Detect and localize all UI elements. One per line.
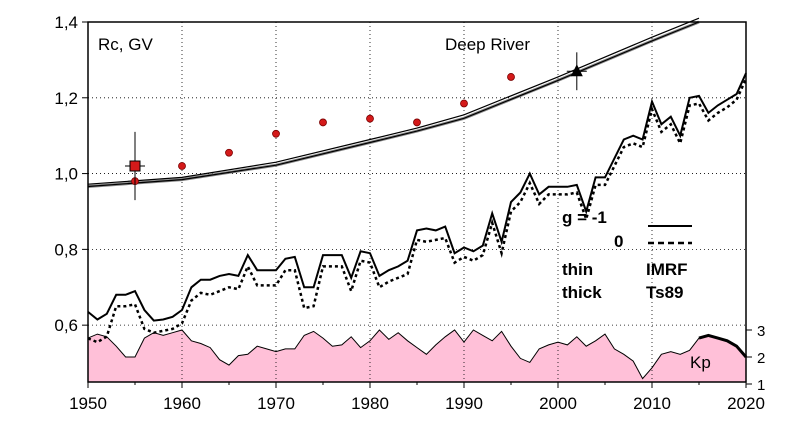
marker-layer (125, 52, 587, 201)
x-tick-label: 2010 (633, 394, 671, 413)
kp-tick-label: 2 (757, 350, 765, 367)
panel-label: Rc, GV (98, 35, 153, 54)
legend-zero-label: 0 (614, 232, 623, 251)
x-tick-label: 1990 (445, 394, 483, 413)
y-tick-label: 1,0 (54, 165, 78, 184)
station-label: Deep River (445, 35, 530, 54)
observed-point (507, 73, 515, 81)
tick-layer: 1950 1960 1970 1980 1990 2000 2010 2020 0,6 0,8 1,… (54, 13, 765, 413)
kp-label: Kp (690, 353, 711, 372)
deep-river-marker (570, 64, 583, 77)
plot-frame (87, 21, 747, 383)
series-layer (87, 17, 748, 344)
x-tick-label: 2000 (539, 394, 577, 413)
observed-point (225, 148, 233, 157)
grid-layer (88, 22, 746, 382)
legend-imrf-label: IMRF (646, 260, 688, 279)
observed-point (413, 118, 421, 127)
x-tick-label: 1960 (163, 394, 201, 413)
kp-tick-label: 3 (757, 323, 765, 340)
ts89-g-minus1-line (87, 72, 747, 322)
y-tick-label: 0,6 (54, 316, 78, 335)
imrf-thin-line (87, 17, 700, 185)
imrf-ts89-band (87, 20, 700, 188)
imrf-thick-line (87, 21, 700, 188)
observed-point (319, 118, 327, 127)
x-tick-label: 2020 (727, 394, 765, 413)
y-tick-label: 1,2 (54, 89, 78, 108)
x-tick-label: 1970 (257, 394, 295, 413)
kp-tick-label: 1 (757, 377, 765, 394)
legend-g-label: g = -1 (562, 208, 607, 227)
observed-point (366, 114, 374, 123)
kp-line-recent (698, 333, 748, 358)
x-tick-label: 1980 (351, 394, 389, 413)
y-tick-label: 1,4 (54, 13, 78, 32)
y-tick-label: 0,8 (54, 240, 78, 259)
observed-point (272, 129, 280, 138)
observed-square-marker (129, 160, 141, 172)
legend-ts89-label: Ts89 (646, 283, 684, 302)
observed-point (460, 99, 468, 108)
x-tick-label: 1950 (69, 394, 107, 413)
legend-thin-label: thin (562, 260, 593, 279)
kp-layer (87, 329, 748, 382)
observed-point (178, 162, 186, 170)
legend-thick-label: thick (562, 283, 602, 302)
kp-line (87, 329, 747, 380)
kp-area (88, 330, 746, 382)
